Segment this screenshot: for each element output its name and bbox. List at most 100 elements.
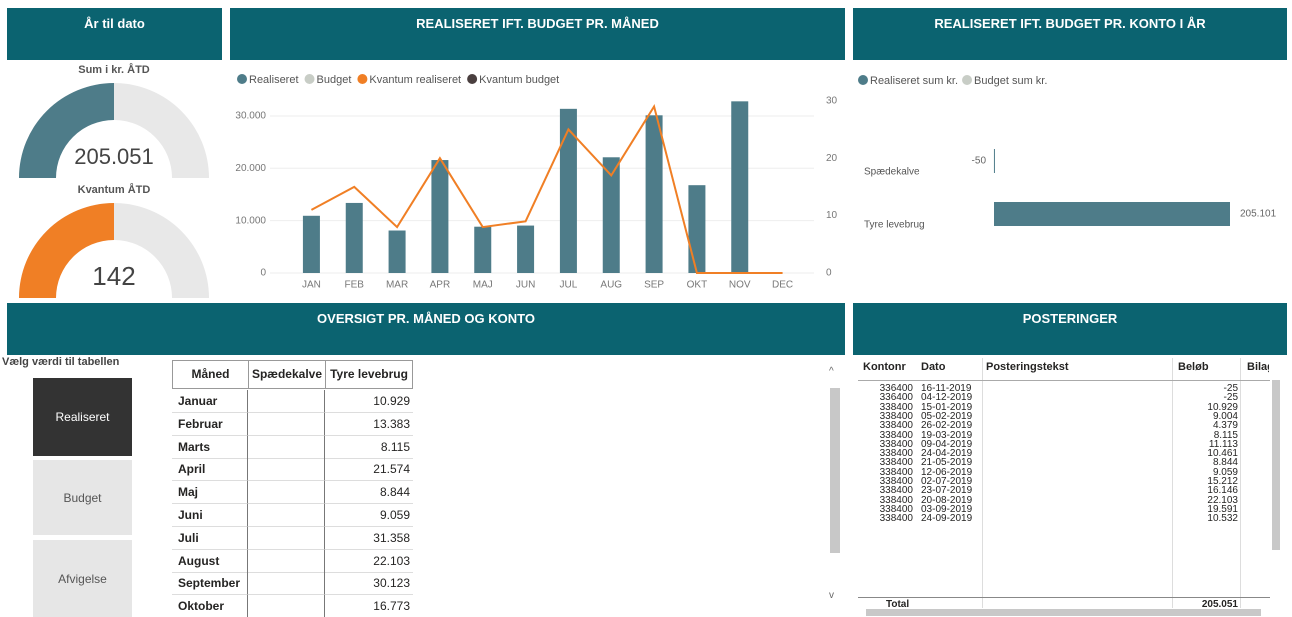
scroll-down[interactable]: v — [829, 590, 834, 601]
account-cell: 338400 — [879, 402, 913, 413]
bar — [645, 115, 663, 273]
value-cell: 30.123 — [325, 572, 413, 596]
date-cell: 12-06-2019 — [921, 467, 973, 478]
date-cell: 03-09-2019 — [921, 504, 973, 515]
amount-cell: 22.103 — [1207, 495, 1238, 506]
legend-marker — [858, 75, 868, 85]
y-tick-label: 10.000 — [235, 215, 266, 226]
bar — [731, 101, 749, 273]
legend-label: Kvantum budget — [479, 74, 559, 86]
gauge-title: Sum i kr. ÅTD — [78, 63, 150, 76]
value-cell: 21.574 — [325, 458, 413, 482]
account-cell: 338400 — [879, 430, 913, 441]
scroll-up[interactable]: ^ — [829, 366, 834, 377]
account-cell: 336400 — [879, 393, 913, 404]
panel-header: REALISERET IFT. BUDGET PR. KONTO I ÅR — [853, 8, 1287, 60]
y-tick-label: 30.000 — [235, 111, 266, 122]
value-cell: 13.383 — [325, 413, 413, 436]
date-cell: 02-07-2019 — [921, 477, 973, 487]
date-cell: 24-09-2019 — [921, 514, 973, 525]
legend-marker — [237, 74, 247, 84]
amount-cell: 8.844 — [1212, 458, 1238, 469]
line — [310, 103, 783, 274]
amount-cell: 19.591 — [1207, 504, 1238, 515]
account-cell: 338400 — [879, 449, 913, 460]
date-cell: 21-05-2019 — [921, 458, 973, 469]
y2-tick-label: 0 — [826, 268, 832, 279]
gauge-title: Kvantum ÅTD — [78, 183, 151, 196]
panel-header: OVERSIGT PR. MÅNED OG KONTO — [7, 303, 845, 355]
scrollbar-h[interactable] — [866, 609, 1261, 616]
value-cell: 10.929 — [325, 390, 413, 413]
account-cell: 338400 — [879, 411, 913, 422]
x-tick-label: JUL — [560, 280, 578, 291]
data-label: -50 — [972, 156, 987, 167]
legend-label: Realiseret sum kr. — [870, 75, 958, 87]
empty-cell — [248, 595, 325, 617]
x-tick-label: NOV — [729, 280, 751, 291]
amount-cell: 9.004 — [1212, 411, 1238, 422]
legend-label: Budget sum kr. — [974, 75, 1047, 87]
month-cell: Oktober — [172, 595, 248, 617]
column-header: Dato — [921, 361, 946, 373]
scrollbar[interactable] — [830, 388, 840, 553]
scrollbar[interactable] — [1272, 380, 1280, 550]
date-cell: 09-04-2019 — [921, 439, 973, 450]
empty-cell — [248, 572, 325, 596]
empty-cell — [248, 549, 325, 573]
account-cell: 338400 — [879, 439, 913, 450]
empty-cell — [248, 435, 325, 459]
legend-marker — [357, 74, 368, 84]
gauge-clip — [0, 299, 225, 303]
data-label: 205.101 — [1240, 209, 1277, 220]
amount-cell: 15.212 — [1207, 477, 1238, 487]
account-cell: 338400 — [879, 504, 913, 515]
legend-marker — [467, 74, 478, 84]
account-cell: 338400 — [879, 477, 913, 487]
empty-cell — [248, 504, 325, 527]
amount-cell: 9.059 — [1212, 467, 1238, 478]
value-cell: 22.103 — [325, 550, 413, 573]
slicer-option[interactable]: Budget — [33, 460, 132, 535]
column-header: Måned — [172, 360, 248, 389]
empty-cell — [248, 412, 325, 436]
value-cell: 16.773 — [325, 595, 413, 617]
slicer-option[interactable]: Realiseret — [33, 378, 132, 456]
bar — [388, 230, 406, 273]
legend-marker — [304, 74, 315, 84]
column-header: Spædekalve — [248, 360, 325, 389]
date-cell: 15-01-2019 — [921, 402, 973, 413]
month-cell: Februar — [172, 412, 248, 436]
column-header: Kontonr — [863, 361, 906, 373]
account-cell: 338400 — [879, 486, 913, 497]
month-cell: Maj — [172, 481, 248, 505]
month-cell: Juli — [172, 526, 248, 550]
gauge-fill — [19, 203, 114, 298]
y2-tick-label: 10 — [826, 210, 838, 221]
x-tick-label: MAR — [386, 280, 408, 291]
date-cell: 23-07-2019 — [921, 486, 973, 497]
y-tick-label: 20.000 — [235, 163, 266, 174]
column-divider — [1172, 358, 1173, 608]
date-cell: 19-03-2019 — [921, 430, 973, 441]
panel-header: POSTERINGER — [853, 303, 1287, 355]
column-header: Beløb — [1178, 361, 1209, 373]
empty-cell — [248, 526, 325, 550]
month-cell: Juni — [172, 504, 248, 527]
category-label: Spædekalve — [864, 167, 920, 178]
month-cell: September — [172, 572, 248, 596]
account-cell: 338400 — [879, 495, 913, 506]
month-cell: Marts — [172, 435, 248, 459]
month-cell: August — [172, 549, 248, 573]
total-value: 205.051 — [1201, 599, 1238, 610]
amount-cell: 10.532 — [1207, 514, 1238, 525]
bar — [993, 149, 995, 173]
account-cell: 336400 — [879, 384, 913, 394]
slicer-option[interactable]: Afvigelse — [33, 540, 132, 617]
total-rule — [858, 597, 1270, 598]
date-cell: 04-12-2019 — [921, 393, 973, 404]
account-cell: 338400 — [879, 421, 913, 432]
date-cell: 20-08-2019 — [921, 495, 973, 506]
slicer-label: Vælg værdi til tabellen — [2, 356, 120, 368]
